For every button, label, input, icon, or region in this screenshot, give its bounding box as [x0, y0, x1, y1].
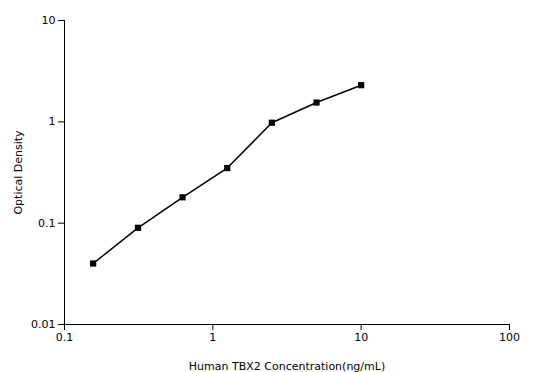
svg-text:10: 10 [354, 331, 368, 344]
svg-text:10: 10 [42, 14, 56, 27]
svg-text:0.1: 0.1 [38, 217, 56, 230]
svg-text:1: 1 [49, 115, 56, 128]
svg-text:Optical Density: Optical Density [12, 130, 25, 215]
svg-text:0.1: 0.1 [56, 331, 74, 344]
svg-text:Human TBX2 Concentration(ng/mL: Human TBX2 Concentration(ng/mL) [189, 360, 385, 372]
svg-text:1: 1 [209, 331, 216, 344]
svg-text:0.01: 0.01 [31, 318, 56, 331]
svg-text:100: 100 [499, 331, 520, 344]
